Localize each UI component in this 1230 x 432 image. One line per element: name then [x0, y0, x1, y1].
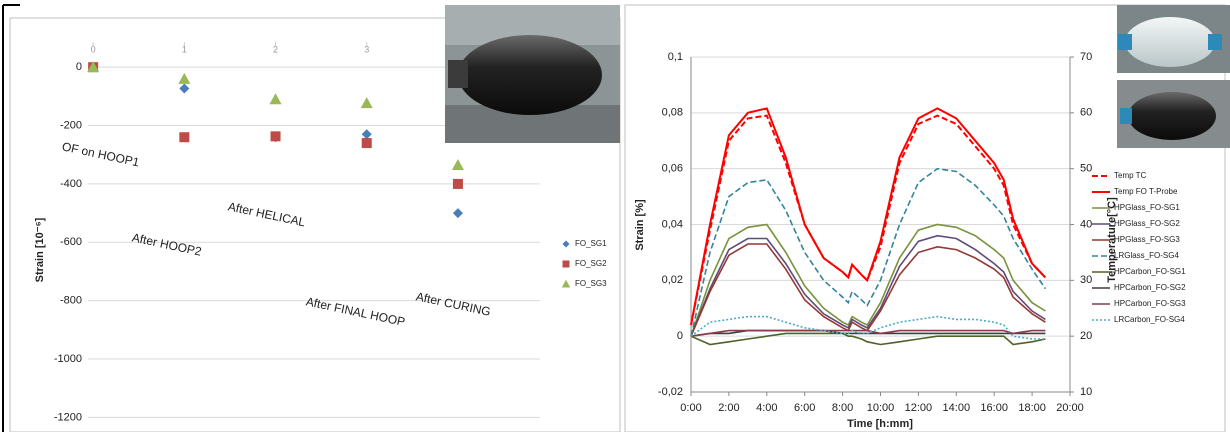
x-tick-label: 12:00	[905, 402, 933, 414]
x-tick-label: 20:00	[1056, 402, 1084, 414]
x-tick-label: 3	[364, 44, 369, 54]
legend-label: FO_SG3	[575, 279, 607, 288]
legend-label: Temp TC	[1114, 171, 1147, 180]
legend-label: LRCarbon_FO-SG4	[1114, 315, 1185, 324]
right-chart: -0,02 0 0,02 0,04 0,06 0,08 0,1 10 20 30 40 50 60 70 0…	[634, 51, 1186, 430]
line	[690, 243, 1046, 337]
marker	[452, 178, 463, 189]
y-tick-label: 0	[677, 330, 683, 342]
legend-label: FO_SG2	[575, 259, 607, 268]
y-tick-label: 0,04	[662, 218, 683, 230]
x-tick-label: 2	[273, 44, 278, 54]
y2-tick-label: 50	[1080, 163, 1092, 175]
y-tick-label: -0,02	[658, 386, 683, 398]
y-tick-label: -1000	[54, 353, 82, 365]
legend-label: FO_SG1	[575, 239, 607, 248]
x-tick-label: 16:00	[980, 402, 1008, 414]
y2-tick-label: 30	[1080, 274, 1092, 286]
x-tick-label: 18:00	[1018, 402, 1046, 414]
marker	[87, 61, 100, 73]
y2-tick-label: 60	[1080, 107, 1092, 119]
legend-label: HPCarbon_FO-SG2	[1114, 283, 1186, 292]
marker	[361, 129, 372, 140]
photo	[1117, 80, 1230, 148]
y-tick-label: -400	[60, 178, 82, 190]
photo	[445, 5, 620, 143]
y-tick-label: 0,06	[662, 163, 683, 175]
y-axis-title: Strain [%]	[634, 199, 646, 251]
x-tick-label: 1	[182, 44, 187, 54]
marker	[179, 83, 190, 94]
line	[690, 315, 1046, 340]
y2-tick-label: 10	[1080, 386, 1092, 398]
y-tick-label: -800	[60, 295, 82, 307]
legend-label: HPGlass_FO-SG1	[1114, 203, 1180, 212]
marker	[361, 138, 372, 149]
x-tick-label: 8:00	[832, 402, 853, 414]
line	[690, 223, 1046, 337]
y2-axis-title: Temperature[°C]	[1106, 197, 1118, 283]
x-tick-label: 14:00	[943, 402, 971, 414]
legend-label: Temp FO T-Probe	[1114, 187, 1178, 196]
legend-label: HPGlass_FO-SG2	[1114, 219, 1180, 228]
y-tick-label: 0,02	[662, 274, 683, 286]
x-tick-label: 6:00	[794, 402, 815, 414]
legend-label: LRGlass_FO-SG4	[1114, 251, 1179, 260]
line	[690, 107, 1047, 326]
y2-tick-label: 40	[1080, 218, 1092, 230]
legend-label: HPGlass_FO-SG3	[1114, 235, 1180, 244]
photo	[1117, 5, 1230, 73]
marker	[452, 208, 463, 219]
x-tick-label: 10:00	[867, 402, 895, 414]
line	[690, 234, 1046, 337]
left-panel	[9, 17, 621, 432]
y-tick-label: -200	[60, 119, 82, 131]
marker	[451, 158, 464, 170]
line	[690, 329, 1046, 337]
y-tick-label: 0,08	[662, 107, 683, 119]
y-tick-label: 0	[76, 61, 82, 73]
x-axis-title: Time [h:mm]	[847, 418, 913, 430]
legend-label: HPCarbon_FO-SG3	[1114, 299, 1186, 308]
x-tick-label: 2:00	[718, 402, 739, 414]
y-axis-title: Strain [10⁻⁶]	[34, 217, 46, 282]
x-tick-label: 0:00	[680, 402, 701, 414]
marker	[179, 132, 190, 143]
line	[690, 332, 1046, 346]
marker	[269, 93, 282, 105]
y2-tick-label: 20	[1080, 330, 1092, 342]
marker	[360, 97, 373, 109]
marker	[562, 260, 570, 268]
y2-tick-label: 70	[1080, 51, 1092, 63]
line	[690, 167, 1047, 337]
x-tick-label: 0	[91, 44, 96, 54]
marker	[562, 240, 570, 248]
y-tick-label: -600	[60, 236, 82, 248]
right-panel	[624, 4, 1226, 432]
y-tick-label: -1200	[54, 411, 82, 423]
marker	[178, 72, 191, 84]
marker	[270, 131, 281, 142]
marker	[561, 279, 571, 288]
y-tick-label: 0,1	[668, 51, 683, 63]
legend-label: HPCarbon_FO-SG1	[1114, 267, 1186, 276]
x-tick-label: 4:00	[756, 402, 777, 414]
